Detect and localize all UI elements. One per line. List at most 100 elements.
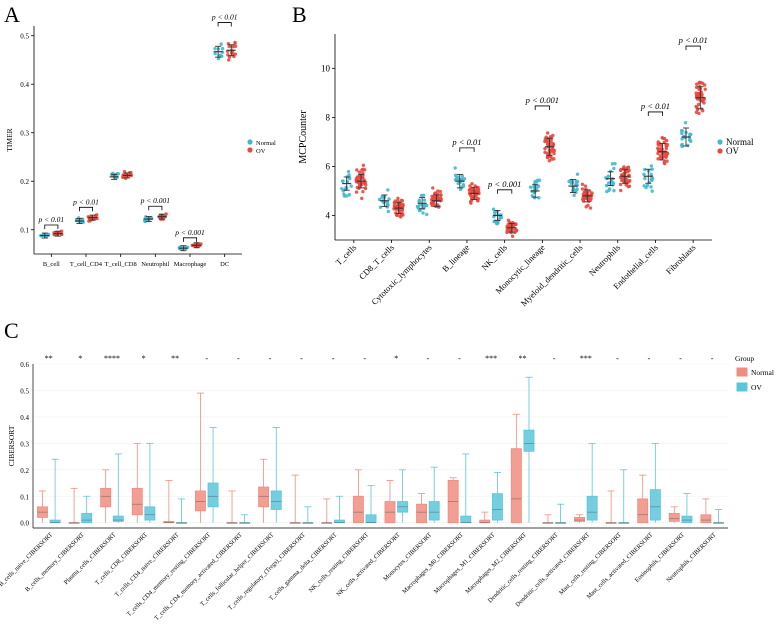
significance-label: - <box>332 354 335 363</box>
significance-bracket <box>647 111 664 116</box>
legend-label-normal: Normal <box>751 368 774 377</box>
data-point-ov <box>400 199 404 203</box>
box-normal <box>258 486 270 508</box>
data-point-ov <box>696 102 701 107</box>
box-ov <box>270 490 282 510</box>
data-point-ov <box>548 148 552 152</box>
box-ov <box>681 515 693 524</box>
data-point-ov <box>580 182 585 186</box>
data-point-ov <box>702 101 706 105</box>
data-point-ov <box>658 147 662 151</box>
significance-label: ** <box>45 354 53 363</box>
x-tick-label: DC <box>220 261 229 268</box>
y-tick-label: 0.6 <box>20 361 29 369</box>
data-point-normal <box>423 203 427 207</box>
data-point-normal <box>575 172 580 176</box>
data-point-normal <box>612 188 616 193</box>
data-point-normal <box>613 161 617 166</box>
legend-label-normal: Normal <box>726 137 754 147</box>
data-point-normal <box>567 179 571 184</box>
x-tick-label: B_cell <box>43 261 60 268</box>
data-point-normal <box>220 50 225 54</box>
data-point-normal <box>650 178 654 183</box>
data-point-ov <box>584 205 588 209</box>
box-normal <box>416 503 428 524</box>
panel-label-b: B <box>292 2 307 27</box>
significance-label: - <box>205 354 208 363</box>
box-normal <box>352 495 364 524</box>
x-tick-label: CD8_T_cells <box>357 242 396 281</box>
data-point-normal <box>680 129 685 133</box>
data-point-ov <box>627 168 631 173</box>
significance-label: p < 0.01 <box>640 101 670 111</box>
data-point-normal <box>386 188 390 192</box>
data-point-ov <box>656 157 660 161</box>
significance-bracket <box>217 22 232 27</box>
data-point-ov <box>474 195 478 199</box>
data-point-ov <box>662 160 666 164</box>
data-point-ov <box>627 184 632 188</box>
data-point-ov <box>545 131 550 135</box>
data-point-normal <box>575 187 579 191</box>
data-point-ov <box>551 133 555 138</box>
data-point-ov <box>664 144 669 148</box>
y-axis-label: TIMER <box>5 128 14 151</box>
data-point-normal <box>386 209 390 214</box>
box-normal <box>100 487 112 508</box>
significance-label: *** <box>485 354 497 363</box>
data-point-normal <box>680 137 684 141</box>
data-point-normal <box>530 194 534 198</box>
data-point-normal <box>456 181 460 186</box>
y-tick-label: 0.5 <box>20 387 29 395</box>
x-tick-label: Macrophages_M1_CIBERSORT <box>433 531 497 595</box>
significance-label: p < 0.001 <box>174 228 204 237</box>
significance-label: p < 0.01 <box>72 197 99 206</box>
y-tick-label: 0.3 <box>20 440 29 448</box>
y-tick-label: 4 <box>326 210 331 220</box>
data-point-ov <box>543 137 548 141</box>
data-point-normal <box>610 162 615 166</box>
data-point-normal <box>689 132 693 137</box>
data-point-normal <box>496 220 500 225</box>
data-point-ov <box>361 175 365 180</box>
box-ov <box>144 506 156 521</box>
legend-swatch-ov <box>736 382 748 392</box>
data-point-normal <box>642 172 646 177</box>
data-point-ov <box>361 189 365 194</box>
data-point-normal <box>81 217 85 221</box>
legend-label-normal: Normal <box>256 140 276 147</box>
data-point-normal <box>574 182 578 186</box>
data-point-normal <box>347 173 351 177</box>
significance-label: - <box>427 354 430 363</box>
data-point-ov <box>431 197 435 201</box>
data-point-normal <box>492 210 497 215</box>
y-tick-label: 6 <box>326 161 331 171</box>
data-point-ov <box>431 186 435 190</box>
significance-label: p < 0.001 <box>487 179 521 189</box>
data-point-ov <box>547 159 552 163</box>
data-point-normal <box>345 194 349 198</box>
data-point-normal <box>460 174 465 178</box>
data-point-ov <box>552 148 557 153</box>
data-point-normal <box>347 193 352 197</box>
data-point-ov <box>363 186 368 191</box>
significance-label: * <box>78 354 82 363</box>
significance-bracket <box>685 45 701 51</box>
data-point-normal <box>650 167 654 171</box>
significance-bracket <box>497 189 513 194</box>
box-ov <box>207 482 219 508</box>
significance-label: p < 0.001 <box>140 196 170 205</box>
data-point-ov <box>233 40 237 45</box>
data-point-normal <box>387 197 391 201</box>
data-point-normal <box>346 169 351 174</box>
box-ov <box>365 514 377 524</box>
data-point-ov <box>506 218 511 223</box>
significance-label: p < 0.01 <box>451 137 481 147</box>
significance-label: - <box>711 354 714 363</box>
data-point-ov <box>401 203 405 208</box>
data-point-normal <box>219 42 223 46</box>
x-tick-label: Plasma_cells_CIBERSORT <box>63 531 118 586</box>
data-point-normal <box>216 56 221 61</box>
data-point-normal <box>382 199 386 204</box>
significance-bracket <box>44 224 59 229</box>
